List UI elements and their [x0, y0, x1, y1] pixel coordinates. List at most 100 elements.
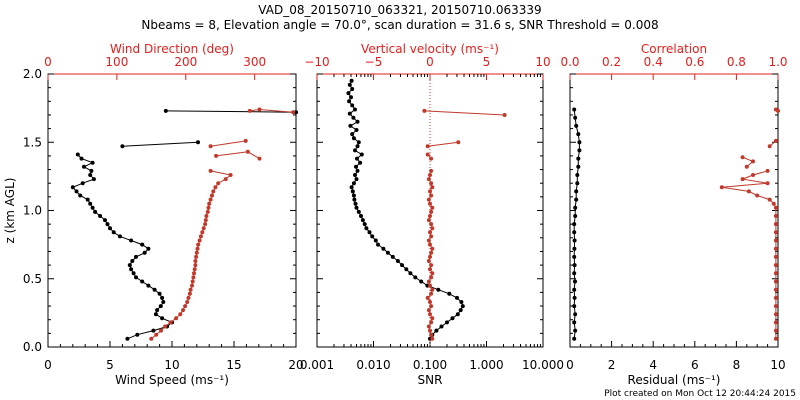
data-point: [767, 197, 772, 202]
bottom-tick-label: 20: [288, 358, 303, 372]
data-point: [206, 205, 211, 210]
data-point: [425, 144, 430, 149]
data-point: [151, 328, 156, 333]
data-point: [163, 108, 168, 113]
data-point: [390, 254, 395, 259]
data-point: [350, 132, 355, 137]
data-point: [198, 234, 203, 239]
data-point: [367, 230, 372, 235]
data-point: [572, 238, 577, 243]
data-point: [572, 107, 577, 112]
data-point: [381, 246, 386, 251]
data-point: [429, 193, 434, 198]
data-point: [362, 222, 367, 227]
data-point: [773, 312, 778, 317]
data-point: [755, 193, 760, 198]
data-point: [408, 271, 413, 276]
data-point: [429, 332, 434, 337]
data-point: [88, 173, 93, 177]
data-point: [429, 304, 434, 309]
bottom-tick-label: 5: [106, 358, 114, 372]
data-point: [445, 320, 449, 325]
data-point: [429, 320, 434, 325]
top-tick-label: 100: [105, 55, 128, 69]
data-point: [74, 189, 79, 194]
data-point: [356, 140, 361, 145]
data-point: [85, 197, 90, 202]
data-point: [168, 320, 173, 325]
data-point: [773, 238, 778, 243]
data-point: [572, 304, 577, 309]
data-point: [203, 222, 208, 227]
data-point: [90, 205, 95, 210]
data-point: [196, 140, 200, 145]
data-point: [430, 271, 435, 276]
data-point: [360, 218, 365, 223]
data-point: [146, 246, 151, 251]
data-point: [430, 205, 435, 210]
data-point: [347, 99, 352, 104]
series-line-3-2: [721, 170, 777, 339]
data-point: [744, 164, 749, 169]
data-point: [773, 295, 778, 300]
data-point: [89, 168, 94, 173]
data-point: [573, 312, 578, 317]
data-point: [355, 168, 360, 173]
data-point: [348, 123, 353, 128]
data-point: [205, 209, 210, 214]
data-point: [447, 291, 452, 296]
top-tick-label: 5: [483, 55, 491, 69]
data-point: [765, 181, 770, 186]
data-point: [455, 312, 460, 317]
data-point: [243, 138, 248, 143]
data-point: [134, 275, 138, 280]
data-point: [428, 230, 432, 235]
data-point: [105, 222, 110, 227]
bottom-tick-label: 0.010: [356, 358, 390, 372]
data-point: [195, 246, 200, 251]
data-point: [572, 295, 577, 300]
data-point: [228, 173, 233, 177]
data-point: [572, 230, 577, 235]
data-point: [574, 123, 579, 128]
data-point: [130, 259, 135, 263]
data-point: [773, 320, 778, 325]
data-point: [146, 283, 151, 288]
data-point: [140, 279, 145, 284]
data-point: [429, 263, 434, 268]
data-point: [425, 152, 430, 157]
bottom-tick-label: 6: [691, 358, 699, 372]
data-point: [773, 279, 778, 284]
data-point: [428, 201, 432, 206]
data-point: [456, 140, 461, 145]
data-point: [350, 87, 355, 91]
data-point: [773, 222, 778, 227]
data-point: [413, 275, 418, 280]
data-point: [247, 108, 252, 113]
series-line-1-2: [150, 170, 232, 340]
data-point: [574, 189, 579, 194]
data-point: [751, 159, 755, 164]
data-point: [350, 103, 355, 108]
data-point: [129, 267, 134, 272]
data-point: [426, 324, 431, 329]
data-point: [771, 201, 776, 206]
data-point: [376, 242, 380, 247]
data-point: [740, 155, 745, 160]
data-point: [426, 218, 431, 223]
bottom-tick-label: 0: [44, 358, 52, 372]
data-point: [419, 279, 424, 284]
series-line-2-2: [424, 110, 505, 116]
series-line-2-2: [427, 141, 459, 147]
data-point: [425, 295, 430, 300]
y-tick-label: 1.0: [23, 204, 42, 218]
series-line-1-1: [71, 154, 173, 340]
data-point: [429, 250, 434, 255]
data-point: [429, 156, 434, 161]
top-tick-label: 0.4: [644, 55, 663, 69]
panel-frame-1: [47, 73, 297, 348]
data-point: [142, 250, 147, 255]
data-point: [90, 160, 95, 165]
series-line-1-1: [165, 110, 297, 113]
data-point: [428, 312, 432, 317]
